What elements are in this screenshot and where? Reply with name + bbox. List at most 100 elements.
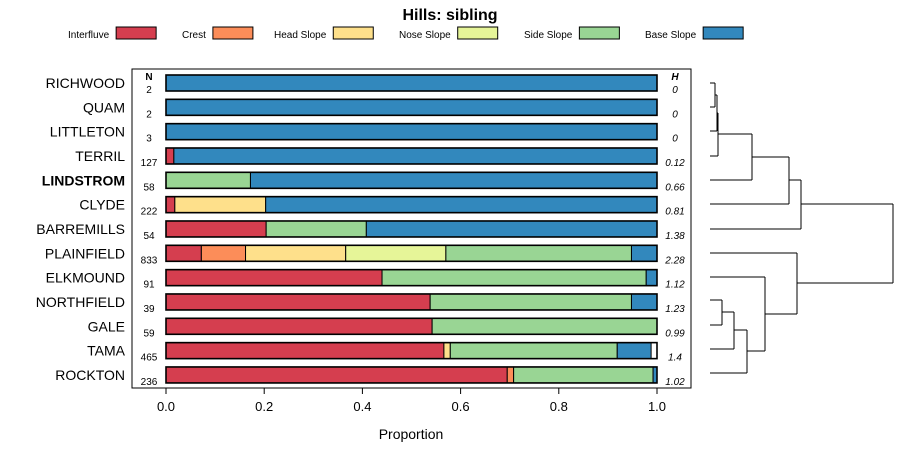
legend-swatch-side-slope: [578, 26, 620, 40]
bar-outline: [165, 366, 658, 384]
bar-outline: [165, 147, 658, 165]
legend: Interfluve Crest Head Slope Nose Slope Side …: [68, 26, 744, 41]
x-tick-label: 0.4: [353, 399, 371, 414]
bar-segment-base-slope: [165, 74, 658, 92]
n-value: 465: [141, 353, 158, 364]
category-label: ROCKTON: [55, 367, 125, 383]
bar-segment-side-slope: [265, 220, 367, 238]
row-richwood: RICHWOOD 2 0: [46, 74, 678, 96]
x-tick-label: 0.6: [452, 399, 470, 414]
x-tick-label: 1.0: [648, 399, 666, 414]
h-value: 0.66: [665, 182, 685, 193]
n-value: 59: [143, 328, 155, 339]
bar-segment-side-slope: [165, 171, 251, 189]
row-lindstrom: LINDSTROM 58 0.66: [42, 171, 685, 193]
row-quam: QUAM 2 0: [83, 98, 678, 120]
category-label: TAMA: [87, 343, 126, 359]
bar-outline: [165, 317, 658, 336]
legend-label-head-slope: Head Slope: [274, 30, 327, 41]
bar-rows: RICHWOOD 2 0 QUAM 2 0 LITTLETON 3 0 TERRIL 127 0.12…: [36, 74, 685, 388]
bar-segment-head-slope: [443, 342, 451, 360]
bar-segment-side-slope: [445, 244, 632, 262]
bar-outline: [165, 98, 658, 117]
bar-segment-base-slope: [265, 196, 658, 214]
category-label: CLYDE: [79, 197, 125, 213]
h-value: 0.12: [665, 158, 685, 169]
n-value: 39: [143, 304, 155, 315]
row-tama: TAMA 465 1.4: [87, 341, 682, 364]
row-northfield: NORTHFIELD 39 1.23: [36, 293, 685, 315]
bar-segment-interfluve: [165, 317, 433, 335]
category-label: NORTHFIELD: [36, 294, 125, 310]
legend-swatch-crest: [212, 26, 254, 40]
bar-segment-nose-slope: [345, 244, 447, 262]
n-value: 236: [141, 377, 158, 388]
row-littleton: LITTLETON 3 0: [50, 122, 678, 145]
bar-segment-base-slope: [616, 342, 652, 360]
bar-segment-interfluve: [165, 196, 176, 214]
bar-segment-head-slope: [174, 196, 267, 214]
n-value: 833: [141, 255, 158, 266]
n-value: 91: [143, 280, 155, 291]
legend-label-base-slope: Base Slope: [645, 30, 697, 41]
bar-segment-base-slope: [630, 244, 658, 262]
x-axis-label: Proportion: [379, 426, 444, 442]
n-value: 3: [146, 134, 152, 145]
dendrogram: [710, 82, 894, 374]
n-value: 58: [143, 182, 155, 193]
n-value: 222: [141, 207, 158, 218]
bar-outline: [165, 171, 658, 190]
x-tick-label: 0.2: [255, 399, 273, 414]
bar-outline: [165, 220, 658, 238]
bar-outline: [165, 268, 658, 287]
bar-segment-head-slope: [245, 244, 347, 262]
legend-label-interfluve: Interfluve: [68, 30, 110, 41]
bar-segment-interfluve: [165, 147, 175, 165]
bar-outline: [165, 244, 658, 263]
bar-segment-side-slope: [513, 366, 654, 384]
row-plainfield: PLAINFIELD 833 2.28: [45, 244, 685, 266]
bar-segment-base-slope: [165, 98, 658, 116]
legend-swatch-base-slope: [702, 26, 744, 40]
bar-segment-interfluve: [165, 293, 431, 311]
h-value: 0: [672, 109, 678, 120]
n-value: 2: [146, 85, 152, 96]
x-axis: 0.0 0.2 0.4 0.6 0.8 1.0: [157, 388, 666, 414]
x-tick-label: 0.0: [157, 399, 175, 414]
bar-segment-base-slope: [249, 171, 658, 189]
chart-title: Hills: sibling: [402, 7, 497, 24]
row-terril: TERRIL 127 0.12: [75, 147, 685, 169]
row-rockton: ROCKTON 236 1.02: [55, 366, 685, 388]
h-value: 0: [672, 134, 678, 145]
category-label: PLAINFIELD: [45, 245, 125, 261]
bar-segment-interfluve: [165, 366, 508, 384]
h-value: 1.02: [665, 377, 685, 388]
legend-swatch-head-slope: [332, 26, 374, 40]
category-label: RICHWOOD: [46, 75, 125, 91]
h-value: 1.38: [665, 231, 685, 242]
bar-segment-interfluve: [165, 342, 445, 360]
row-gale: GALE 59 0.99: [88, 317, 685, 339]
category-label: TERRIL: [75, 148, 125, 164]
bar-outline: [165, 195, 658, 214]
legend-label-crest: Crest: [182, 30, 206, 41]
bar-segment-interfluve: [165, 244, 202, 262]
bar-segment-base-slope: [630, 293, 658, 311]
bar-segment-interfluve: [165, 220, 267, 238]
legend-swatch-nose-slope: [457, 26, 499, 40]
row-elkmound: ELKMOUND 91 1.12: [46, 268, 685, 291]
bar-segment-crest: [200, 244, 247, 262]
bar-segment-side-slope: [449, 342, 618, 360]
legend-label-side-slope: Side Slope: [524, 30, 573, 41]
bar-segment-side-slope: [429, 293, 632, 311]
bar-outline: [165, 341, 658, 360]
bar-segment-base-slope: [165, 123, 658, 141]
bar-outline: [165, 293, 658, 311]
h-value: 1.23: [665, 304, 685, 315]
h-value: 1.12: [665, 280, 685, 291]
category-label: LINDSTROM: [42, 172, 125, 188]
bar-outline: [165, 122, 658, 141]
h-value: 1.4: [668, 353, 682, 364]
category-label: ELKMOUND: [46, 270, 125, 286]
